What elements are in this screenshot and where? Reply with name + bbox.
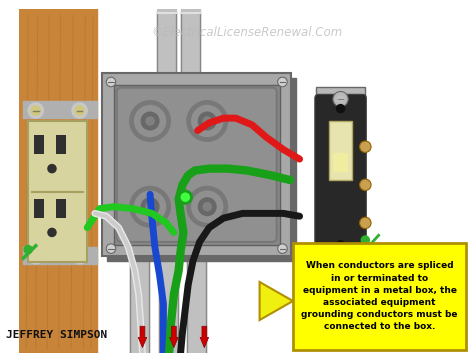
Bar [333,153,348,172]
Circle shape [106,77,116,87]
Circle shape [31,252,41,261]
Text: ©ElectricalLicenseRenewal.Com: ©ElectricalLicenseRenewal.Com [152,26,343,39]
Polygon shape [200,326,209,348]
Text: When conductors are spliced
in or terminated to
equipment in a metal box, the
as: When conductors are spliced in or termin… [301,261,458,331]
Circle shape [333,247,348,262]
Circle shape [75,106,84,115]
Text: JEFFREY SIMPSON: JEFFREY SIMPSON [6,330,108,340]
Circle shape [337,251,345,258]
Circle shape [47,228,57,237]
Circle shape [191,190,223,223]
Circle shape [72,103,87,118]
Circle shape [337,95,345,103]
Circle shape [360,141,371,152]
Bar [56,135,66,154]
Bar [28,121,87,262]
Bar [181,9,200,73]
Circle shape [278,244,287,253]
Circle shape [333,92,348,107]
Circle shape [146,202,155,211]
Circle shape [141,111,160,131]
Circle shape [141,197,160,216]
Polygon shape [260,282,293,320]
Circle shape [198,197,217,216]
Circle shape [106,244,116,253]
Circle shape [336,104,346,113]
Bar [130,254,149,353]
Circle shape [23,245,33,254]
Circle shape [134,105,166,137]
Circle shape [191,105,223,137]
Bar [157,9,176,73]
Circle shape [186,186,228,228]
Bar [34,135,45,154]
FancyBboxPatch shape [117,88,277,242]
Bar [159,254,178,353]
Bar [329,121,352,180]
Bar [187,254,206,353]
Circle shape [278,77,287,87]
Circle shape [186,100,228,142]
Bar [316,87,365,266]
Circle shape [47,164,57,173]
FancyBboxPatch shape [315,94,366,258]
Polygon shape [138,326,147,348]
Circle shape [178,190,193,205]
Circle shape [28,103,44,118]
Circle shape [75,252,84,261]
Circle shape [31,106,41,115]
Polygon shape [170,326,178,348]
Circle shape [360,217,371,229]
Bar [56,199,66,218]
Bar [23,101,97,118]
Bar [107,78,296,261]
Bar [102,73,291,256]
Bar [114,85,280,245]
Circle shape [202,202,212,211]
Circle shape [134,190,166,223]
Circle shape [129,100,171,142]
Circle shape [336,240,346,249]
Circle shape [360,179,371,190]
Bar [23,247,97,264]
Circle shape [198,111,217,131]
Circle shape [202,116,212,126]
Circle shape [129,186,171,228]
Circle shape [72,249,87,264]
Circle shape [181,193,190,202]
Circle shape [361,235,370,245]
Bar [34,199,45,218]
Bar [18,9,97,353]
Circle shape [28,249,44,264]
Bar [293,243,466,350]
Circle shape [146,116,155,126]
